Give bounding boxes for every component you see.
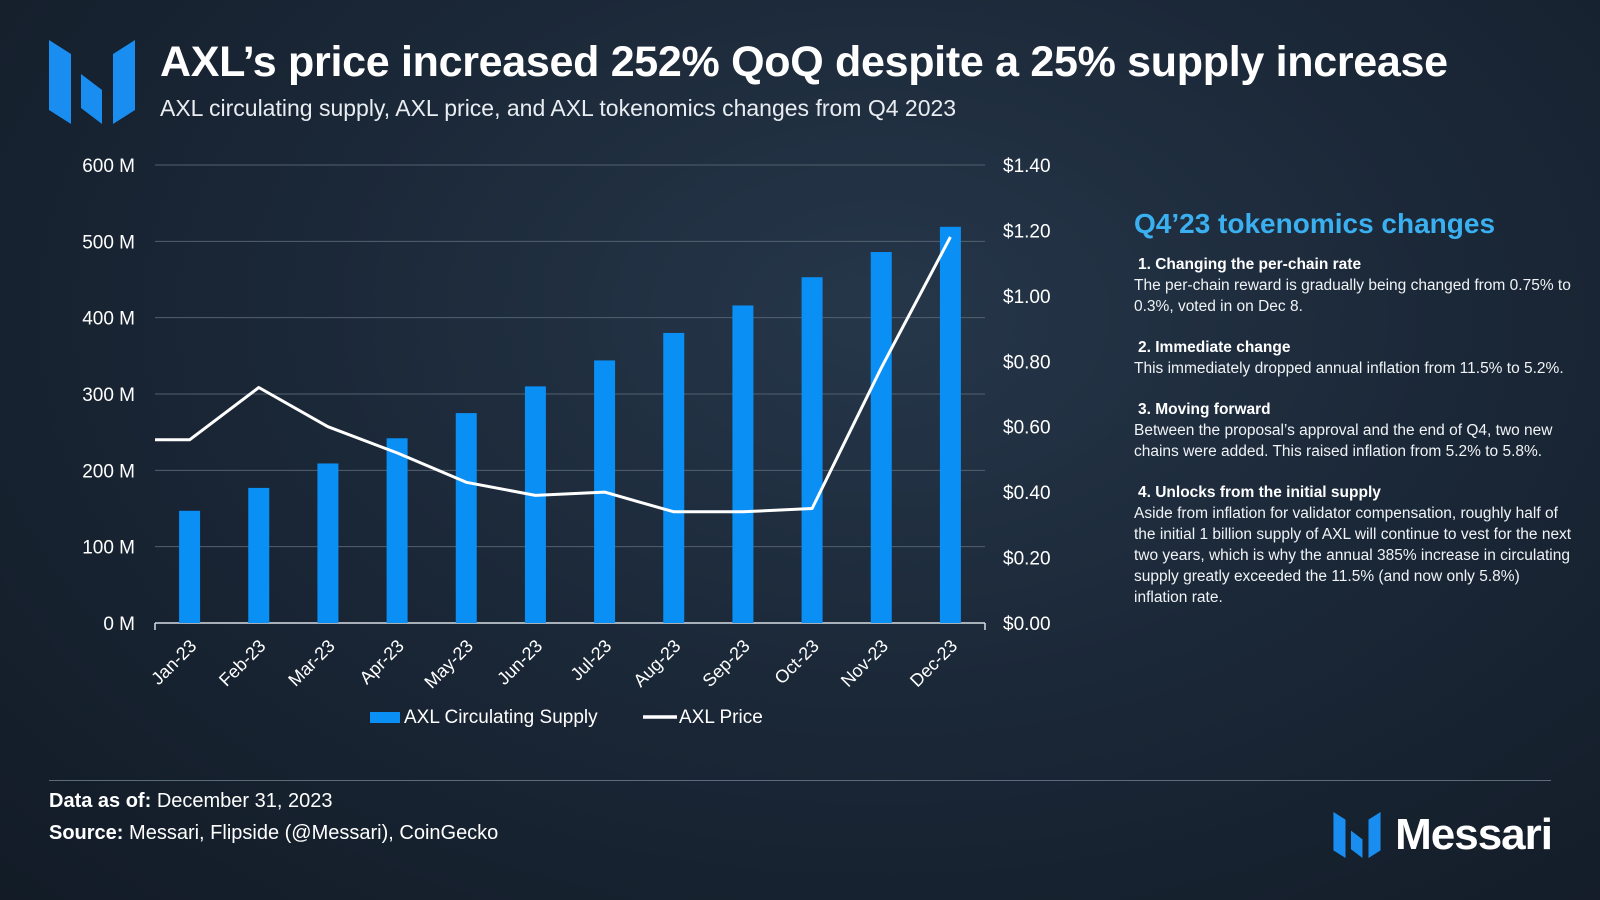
data-source-label: Source: (49, 822, 124, 844)
supply-bar (317, 463, 339, 623)
price-line (155, 236, 952, 514)
left-tick-label: 600 M (82, 156, 135, 177)
footer-divider (49, 780, 1551, 781)
panel-item-body: The per-chain reward is gradually being … (1134, 277, 1571, 315)
panel-item-body: This immediately dropped annual inflatio… (1134, 360, 1564, 377)
x-tick-label: Nov-23 (837, 636, 892, 691)
x-tick-label: Aug-23 (629, 636, 684, 691)
x-tick-label: Mar-23 (284, 636, 338, 690)
supply-bar (801, 277, 823, 623)
panel-item: 1. Changing the per-chain rate The per-c… (1134, 254, 1574, 317)
brand-lockup: Messari (1333, 810, 1553, 860)
right-tick-label: $0.00 (1003, 614, 1051, 635)
left-tick-label: 0 M (103, 614, 135, 635)
panel-item-heading: 1. Changing the per-chain rate (1138, 256, 1362, 273)
left-tick-label: 200 M (82, 461, 135, 482)
legend-label-price: AXL Price (679, 707, 763, 728)
left-tick-label: 500 M (82, 232, 135, 253)
chart-grid (154, 164, 986, 630)
messari-logo-icon (49, 40, 135, 124)
messari-logo-icon (1333, 812, 1381, 858)
supply-bar (870, 252, 892, 623)
left-tick-label: 100 M (82, 538, 135, 559)
supply-bar (248, 487, 270, 623)
right-tick-label: $1.40 (1003, 156, 1051, 177)
panel-item: 4. Unlocks from the initial supply Aside… (1134, 482, 1574, 608)
supply-bar (455, 413, 477, 623)
right-tick-label: $0.40 (1003, 483, 1051, 504)
panel-item-body: Aside from inflation for validator compe… (1134, 505, 1572, 606)
legend-swatch-supply (370, 712, 400, 723)
left-tick-label: 300 M (82, 385, 135, 406)
page-subtitle: AXL circulating supply, AXL price, and A… (160, 95, 957, 121)
panel-title: Q4’23 tokenomics changes (1134, 208, 1496, 239)
panel-item-heading: 3. Moving forward (1138, 401, 1271, 418)
right-tick-label: $1.00 (1003, 287, 1051, 308)
x-tick-label: Jul-23 (567, 636, 616, 685)
right-axis: $0.00 $0.20 $0.40 $0.60 $0.80 $1.00 $1.20 $1.40 (1003, 156, 1051, 635)
x-tick-label: Dec-23 (906, 636, 961, 691)
supply-bar (179, 510, 201, 623)
data-source-value: Messari, Flipside (@Messari), CoinGecko (129, 822, 499, 844)
supply-bar (524, 386, 546, 623)
chart-legend: AXL Circulating Supply AXL Price (370, 707, 763, 728)
brand-wordmark: Messari (1395, 810, 1553, 859)
panel-item-heading: 4. Unlocks from the initial supply (1138, 484, 1381, 501)
x-tick-label: Jun-23 (493, 636, 546, 689)
right-tick-label: $0.20 (1003, 549, 1051, 570)
supply-bar (386, 438, 408, 623)
legend-label-supply: AXL Circulating Supply (404, 707, 598, 728)
x-tick-label: Feb-23 (215, 636, 269, 690)
supply-bar (732, 305, 754, 623)
panel-item: 3. Moving forward Between the proposal’s… (1134, 399, 1574, 462)
right-tick-label: $1.20 (1003, 221, 1051, 242)
data-date-label: Data as of: (49, 790, 152, 812)
panel-item-body: Between the proposal’s approval and the … (1134, 422, 1553, 460)
left-axis: 0 M 100 M 200 M 300 M 400 M 500 M 600 M (82, 156, 135, 635)
supply-bar (663, 332, 685, 623)
bar-series (179, 226, 961, 623)
left-tick-label: 400 M (82, 309, 135, 330)
x-tick-label: Oct-23 (771, 636, 823, 688)
x-tick-label: May-23 (420, 636, 477, 693)
right-tick-label: $0.80 (1003, 352, 1051, 373)
tokenomics-panel: Q4’23 tokenomics changes 1. Changing the… (1134, 208, 1574, 628)
page-title: AXL’s price increased 252% QoQ despite a… (160, 38, 1448, 86)
x-axis: Jan-23 Feb-23 Mar-23 Apr-23 May-23 Jun-23 Jul-… (147, 636, 961, 693)
x-tick-label: Jan-23 (147, 636, 200, 689)
data-source: Source: Messari, Flipside (@Messari), Co… (49, 822, 498, 845)
data-date: Data as of: December 31, 2023 (49, 790, 332, 813)
data-date-value: December 31, 2023 (156, 790, 333, 812)
x-tick-label: Apr-23 (356, 636, 408, 688)
x-tick-label: Sep-23 (699, 636, 754, 691)
panel-item: 2. Immediate change This immediately dro… (1134, 337, 1574, 379)
panel-item-heading: 2. Immediate change (1138, 339, 1291, 356)
right-tick-label: $0.60 (1003, 418, 1051, 439)
supply-bar (939, 226, 961, 623)
